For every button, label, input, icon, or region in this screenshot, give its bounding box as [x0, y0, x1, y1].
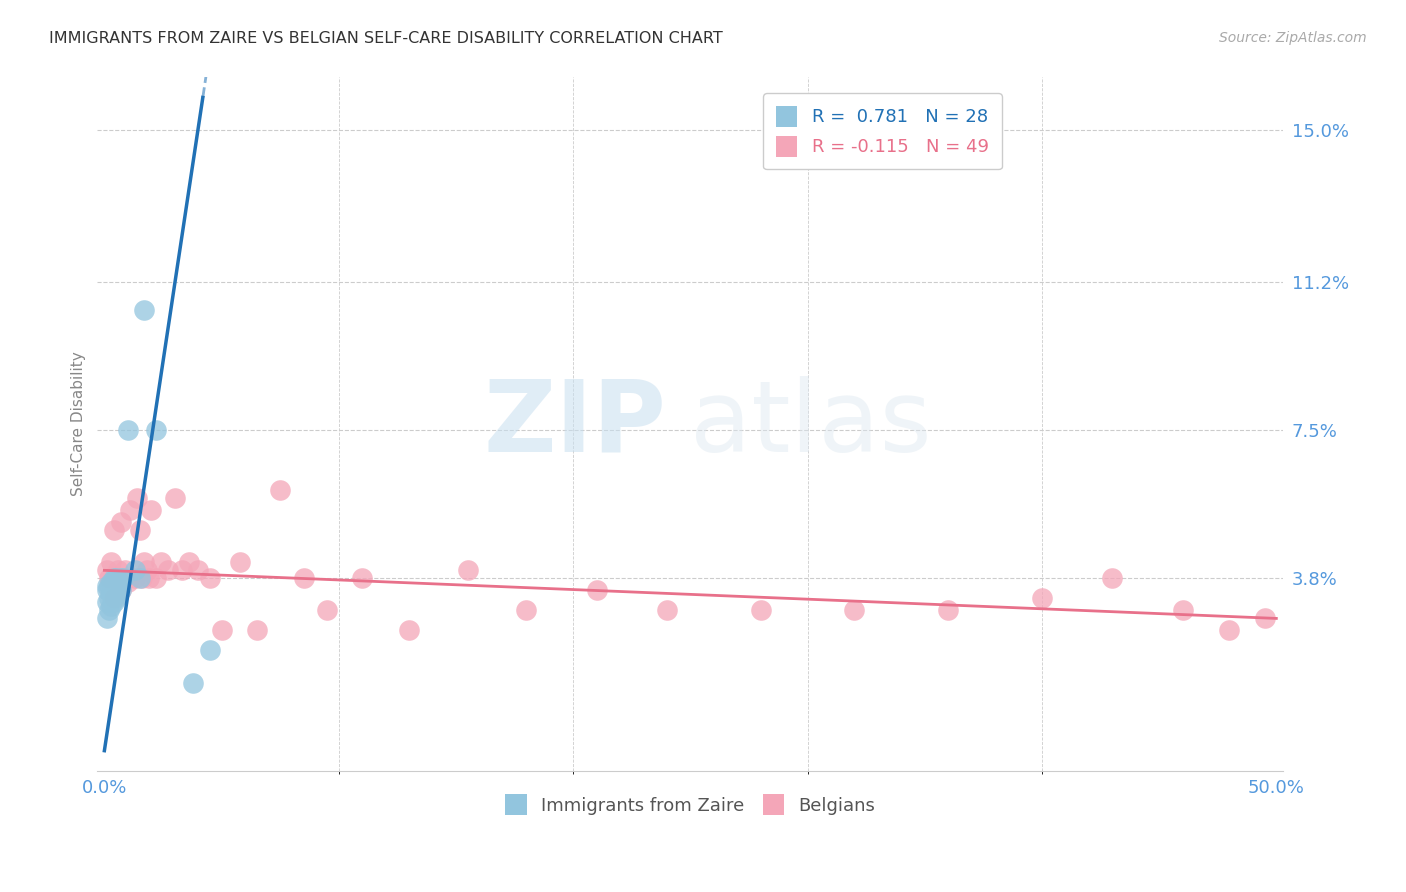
Point [246, 624, 269, 638]
Text: IMMIGRANTS FROM ZAIRE VS BELGIAN SELF-CARE DISABILITY CORRELATION CHART: IMMIGRANTS FROM ZAIRE VS BELGIAN SELF-CA… [49, 31, 723, 46]
Point [103, 583, 125, 598]
Point [103, 591, 125, 606]
Point [105, 571, 128, 585]
Point [96, 595, 118, 609]
Point [103, 523, 125, 537]
Point [98, 571, 121, 585]
Point [145, 571, 167, 585]
Text: ZIP: ZIP [484, 376, 666, 473]
Y-axis label: Self-Care Disability: Self-Care Disability [72, 351, 86, 497]
Point [110, 515, 132, 529]
Point [170, 563, 193, 577]
Point [110, 583, 132, 598]
Point [117, 575, 139, 590]
Point [117, 423, 139, 437]
Point [211, 624, 233, 638]
Point [1218, 624, 1240, 638]
Point [138, 571, 160, 585]
Point [1253, 611, 1275, 625]
Point [134, 555, 156, 569]
Point [127, 491, 149, 506]
Point [585, 583, 607, 598]
Point [749, 603, 772, 617]
Point [156, 563, 179, 577]
Point [103, 571, 125, 585]
Point [936, 603, 959, 617]
Point [107, 563, 129, 577]
Point [110, 583, 132, 598]
Point [149, 555, 172, 569]
Point [100, 575, 122, 590]
Point [105, 591, 128, 606]
Point [96, 563, 118, 577]
Point [229, 555, 252, 569]
Point [198, 571, 221, 585]
Point [655, 603, 678, 617]
Point [107, 575, 129, 590]
Point [1031, 591, 1053, 606]
Point [107, 587, 129, 601]
Point [135, 563, 157, 577]
Point [105, 579, 128, 593]
Point [124, 563, 146, 577]
Point [128, 571, 150, 585]
Point [112, 571, 135, 585]
Point [124, 571, 146, 585]
Point [112, 571, 135, 585]
Point [100, 587, 122, 601]
Point [96, 579, 118, 593]
Point [131, 571, 153, 585]
Point [141, 503, 163, 517]
Point [98, 591, 121, 606]
Point [98, 579, 121, 593]
Point [98, 603, 121, 617]
Point [316, 603, 339, 617]
Point [269, 483, 291, 498]
Point [120, 503, 142, 517]
Point [114, 563, 136, 577]
Text: atlas: atlas [690, 376, 932, 473]
Point [183, 675, 205, 690]
Point [198, 643, 221, 657]
Point [1101, 571, 1123, 585]
Legend: Immigrants from Zaire, Belgians: Immigrants from Zaire, Belgians [496, 785, 884, 824]
Point [105, 571, 128, 585]
Point [134, 302, 156, 317]
Point [163, 491, 186, 506]
Point [100, 555, 122, 569]
Point [844, 603, 866, 617]
Point [398, 624, 420, 638]
Point [145, 423, 167, 437]
Point [110, 571, 132, 585]
Point [96, 611, 118, 625]
Point [457, 563, 479, 577]
Point [515, 603, 537, 617]
Point [1171, 603, 1194, 617]
Point [128, 523, 150, 537]
Point [292, 571, 315, 585]
Point [352, 571, 374, 585]
Point [96, 583, 118, 598]
Text: Source: ZipAtlas.com: Source: ZipAtlas.com [1219, 31, 1367, 45]
Point [100, 599, 122, 614]
Point [177, 555, 200, 569]
Point [103, 595, 125, 609]
Point [187, 563, 209, 577]
